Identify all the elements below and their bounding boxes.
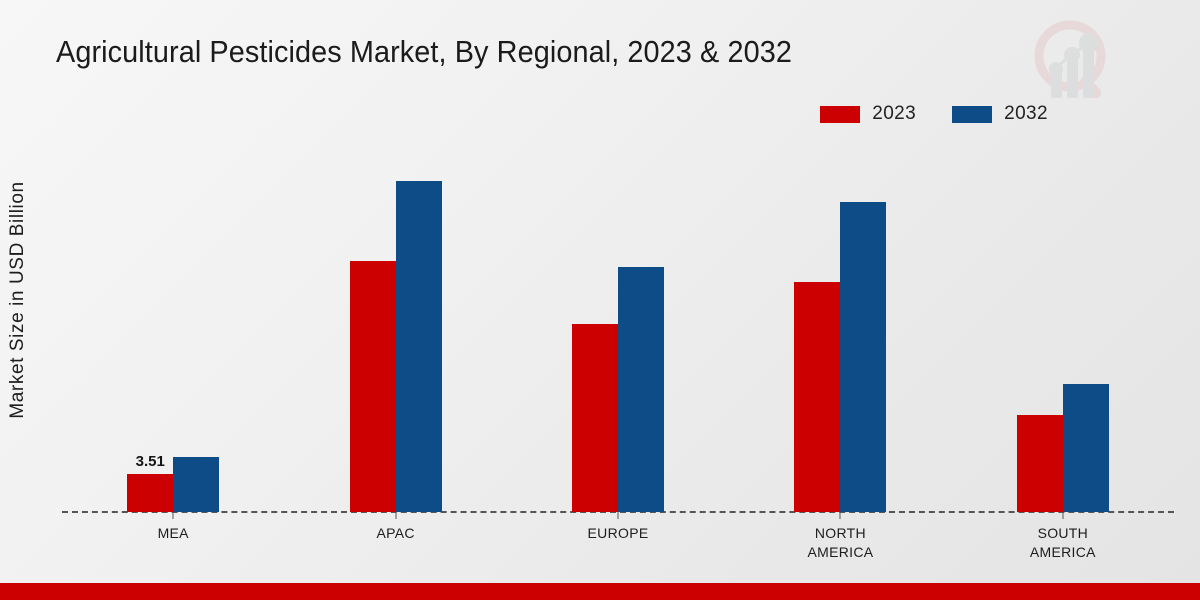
legend-swatch-2032 (952, 105, 993, 123)
bar-group-apac: APAC (284, 150, 506, 541)
category-label-south-america: SOUTH AMERICA (1029, 525, 1096, 560)
bar-europe-2023[interactable] (572, 324, 619, 512)
legend-label-2032: 2032 (1004, 103, 1048, 124)
legend-swatch-2023 (820, 105, 861, 123)
legend-item-2023[interactable]: 2023 (820, 103, 916, 125)
bar-groups: 3.51 MEA APAC (62, 150, 1174, 560)
bar-south-america-2023[interactable] (1016, 415, 1063, 512)
bar-north-america-2032[interactable] (840, 201, 887, 512)
x-tick-europe (617, 512, 619, 519)
bar-value-mea-2023: 3.51 (135, 452, 165, 470)
x-tick-mea (172, 512, 174, 519)
x-tick-apac (395, 512, 397, 519)
chart-legend: 2023 2032 (820, 103, 1048, 125)
category-label-europe: EUROPE (587, 525, 649, 541)
footer-accent-bar (0, 583, 1200, 600)
bar-north-america-2023[interactable] (794, 281, 841, 512)
chart-title: Agricultural Pesticides Market, By Regio… (56, 34, 792, 69)
category-label-apac: APAC (376, 525, 415, 541)
bar-europe-2032[interactable] (618, 267, 665, 512)
category-label-north-america: NORTH AMERICA (807, 525, 874, 560)
bar-apac-2032[interactable] (395, 180, 442, 512)
bar-mea-2023[interactable]: 3.51 (127, 453, 174, 512)
y-axis-title: Market Size in USD Billion (7, 181, 28, 419)
bar-south-america-2032[interactable] (1062, 383, 1109, 512)
bar-group-mea: 3.51 MEA (62, 150, 284, 541)
bar-mea-2032[interactable] (173, 457, 220, 512)
x-tick-north-america (839, 512, 841, 519)
x-tick-south-america (1062, 512, 1064, 519)
watermark-logo-icon (1026, 12, 1122, 104)
plot-area: 3.51 MEA APAC (62, 150, 1174, 560)
legend-label-2023: 2023 (872, 103, 917, 124)
bar-group-europe: EUROPE (507, 150, 729, 541)
legend-item-2032[interactable]: 2032 (952, 103, 1048, 125)
bar-group-south-america: SOUTH AMERICA (952, 150, 1174, 560)
category-label-mea: MEA (157, 525, 189, 541)
bar-apac-2023[interactable] (349, 260, 396, 512)
bar-group-north-america: NORTH AMERICA (729, 150, 951, 560)
